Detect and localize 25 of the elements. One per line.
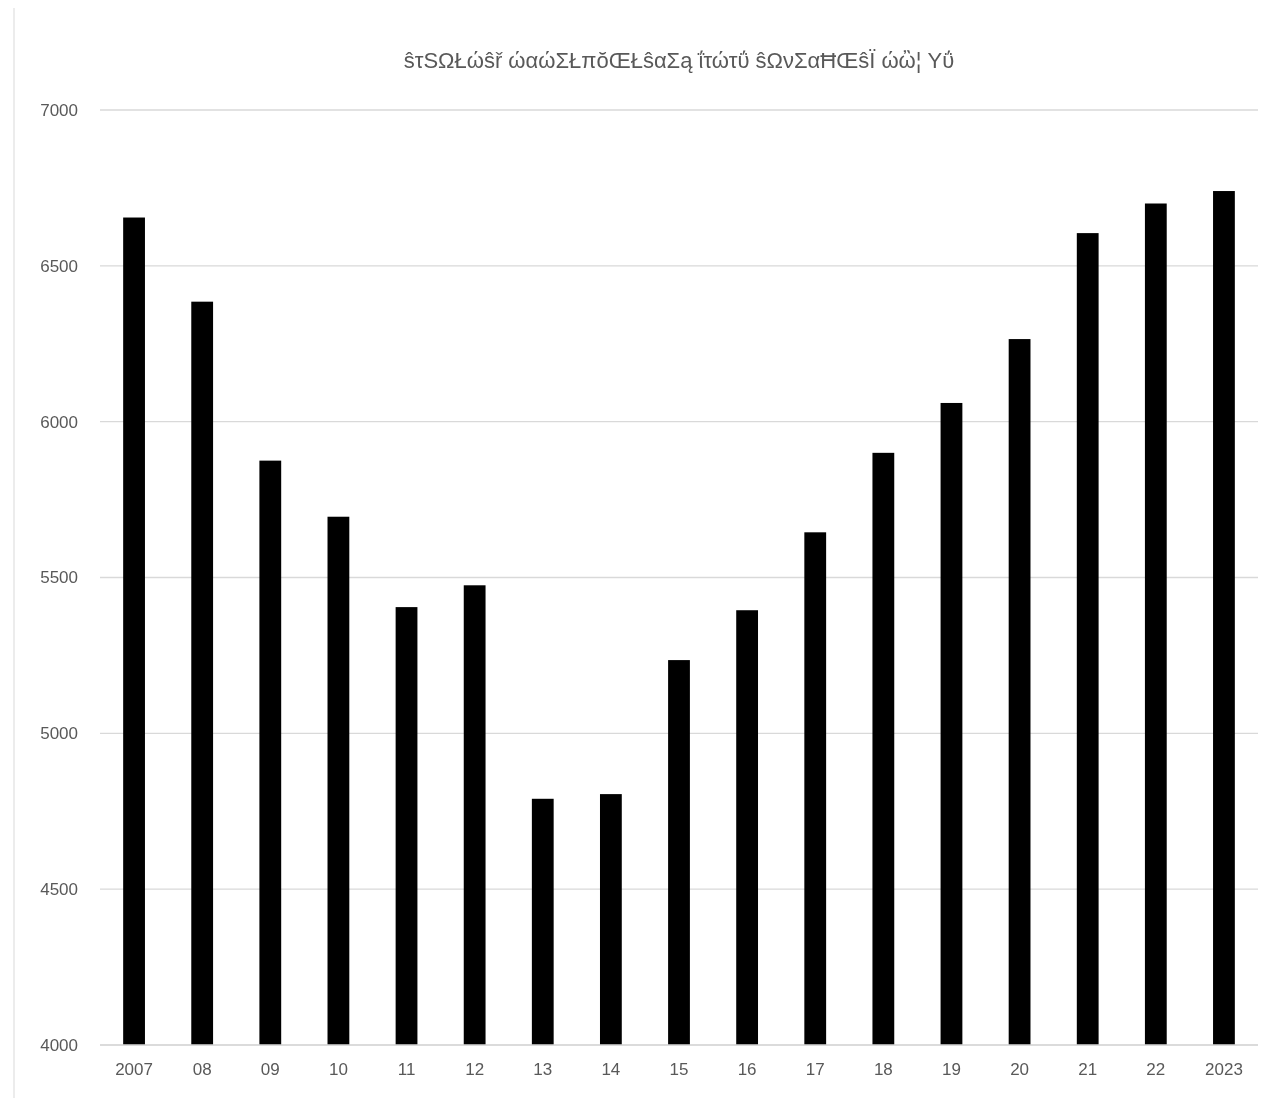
x-tick-label: 08	[192, 1060, 212, 1079]
x-tick-label: 10	[328, 1060, 348, 1079]
x-tick-label: 11	[397, 1060, 416, 1079]
y-tick-label: 6500	[40, 256, 78, 276]
x-tick-label: 12	[465, 1060, 485, 1079]
y-tick-label: 4500	[40, 880, 78, 900]
y-tick-label: 6000	[40, 412, 78, 432]
x-tick-label: 2023	[1205, 1060, 1243, 1079]
x-tick-label: 09	[260, 1060, 280, 1079]
x-tick-label: 20	[1010, 1060, 1030, 1079]
y-tick-label: 5500	[40, 568, 78, 588]
y-tick-label: 4000	[40, 1035, 78, 1055]
y-tick-label: 7000	[40, 100, 78, 120]
y-tick-label: 5000	[40, 724, 78, 744]
x-tick-label: 18	[873, 1060, 893, 1079]
x-tick-label: 15	[669, 1060, 689, 1079]
chart-title: ŝτSΩŁώŝř ώαώΣŁπŏŒŁŝαΣą ΐτώτΰ ŝΩνΣαĦŒŝΪ ώὢ¦ Yΰ	[403, 48, 955, 73]
x-tick-label: 16	[737, 1060, 757, 1079]
x-tick-label: 22	[1146, 1060, 1166, 1079]
x-tick-label: 13	[533, 1060, 553, 1079]
x-tick-label: 17	[805, 1060, 825, 1079]
x-tick-label: 21	[1078, 1060, 1098, 1079]
x-tick-label: 19	[942, 1060, 961, 1079]
x-tick-label: 14	[601, 1060, 621, 1079]
x-tick-label: 2007	[115, 1060, 153, 1079]
